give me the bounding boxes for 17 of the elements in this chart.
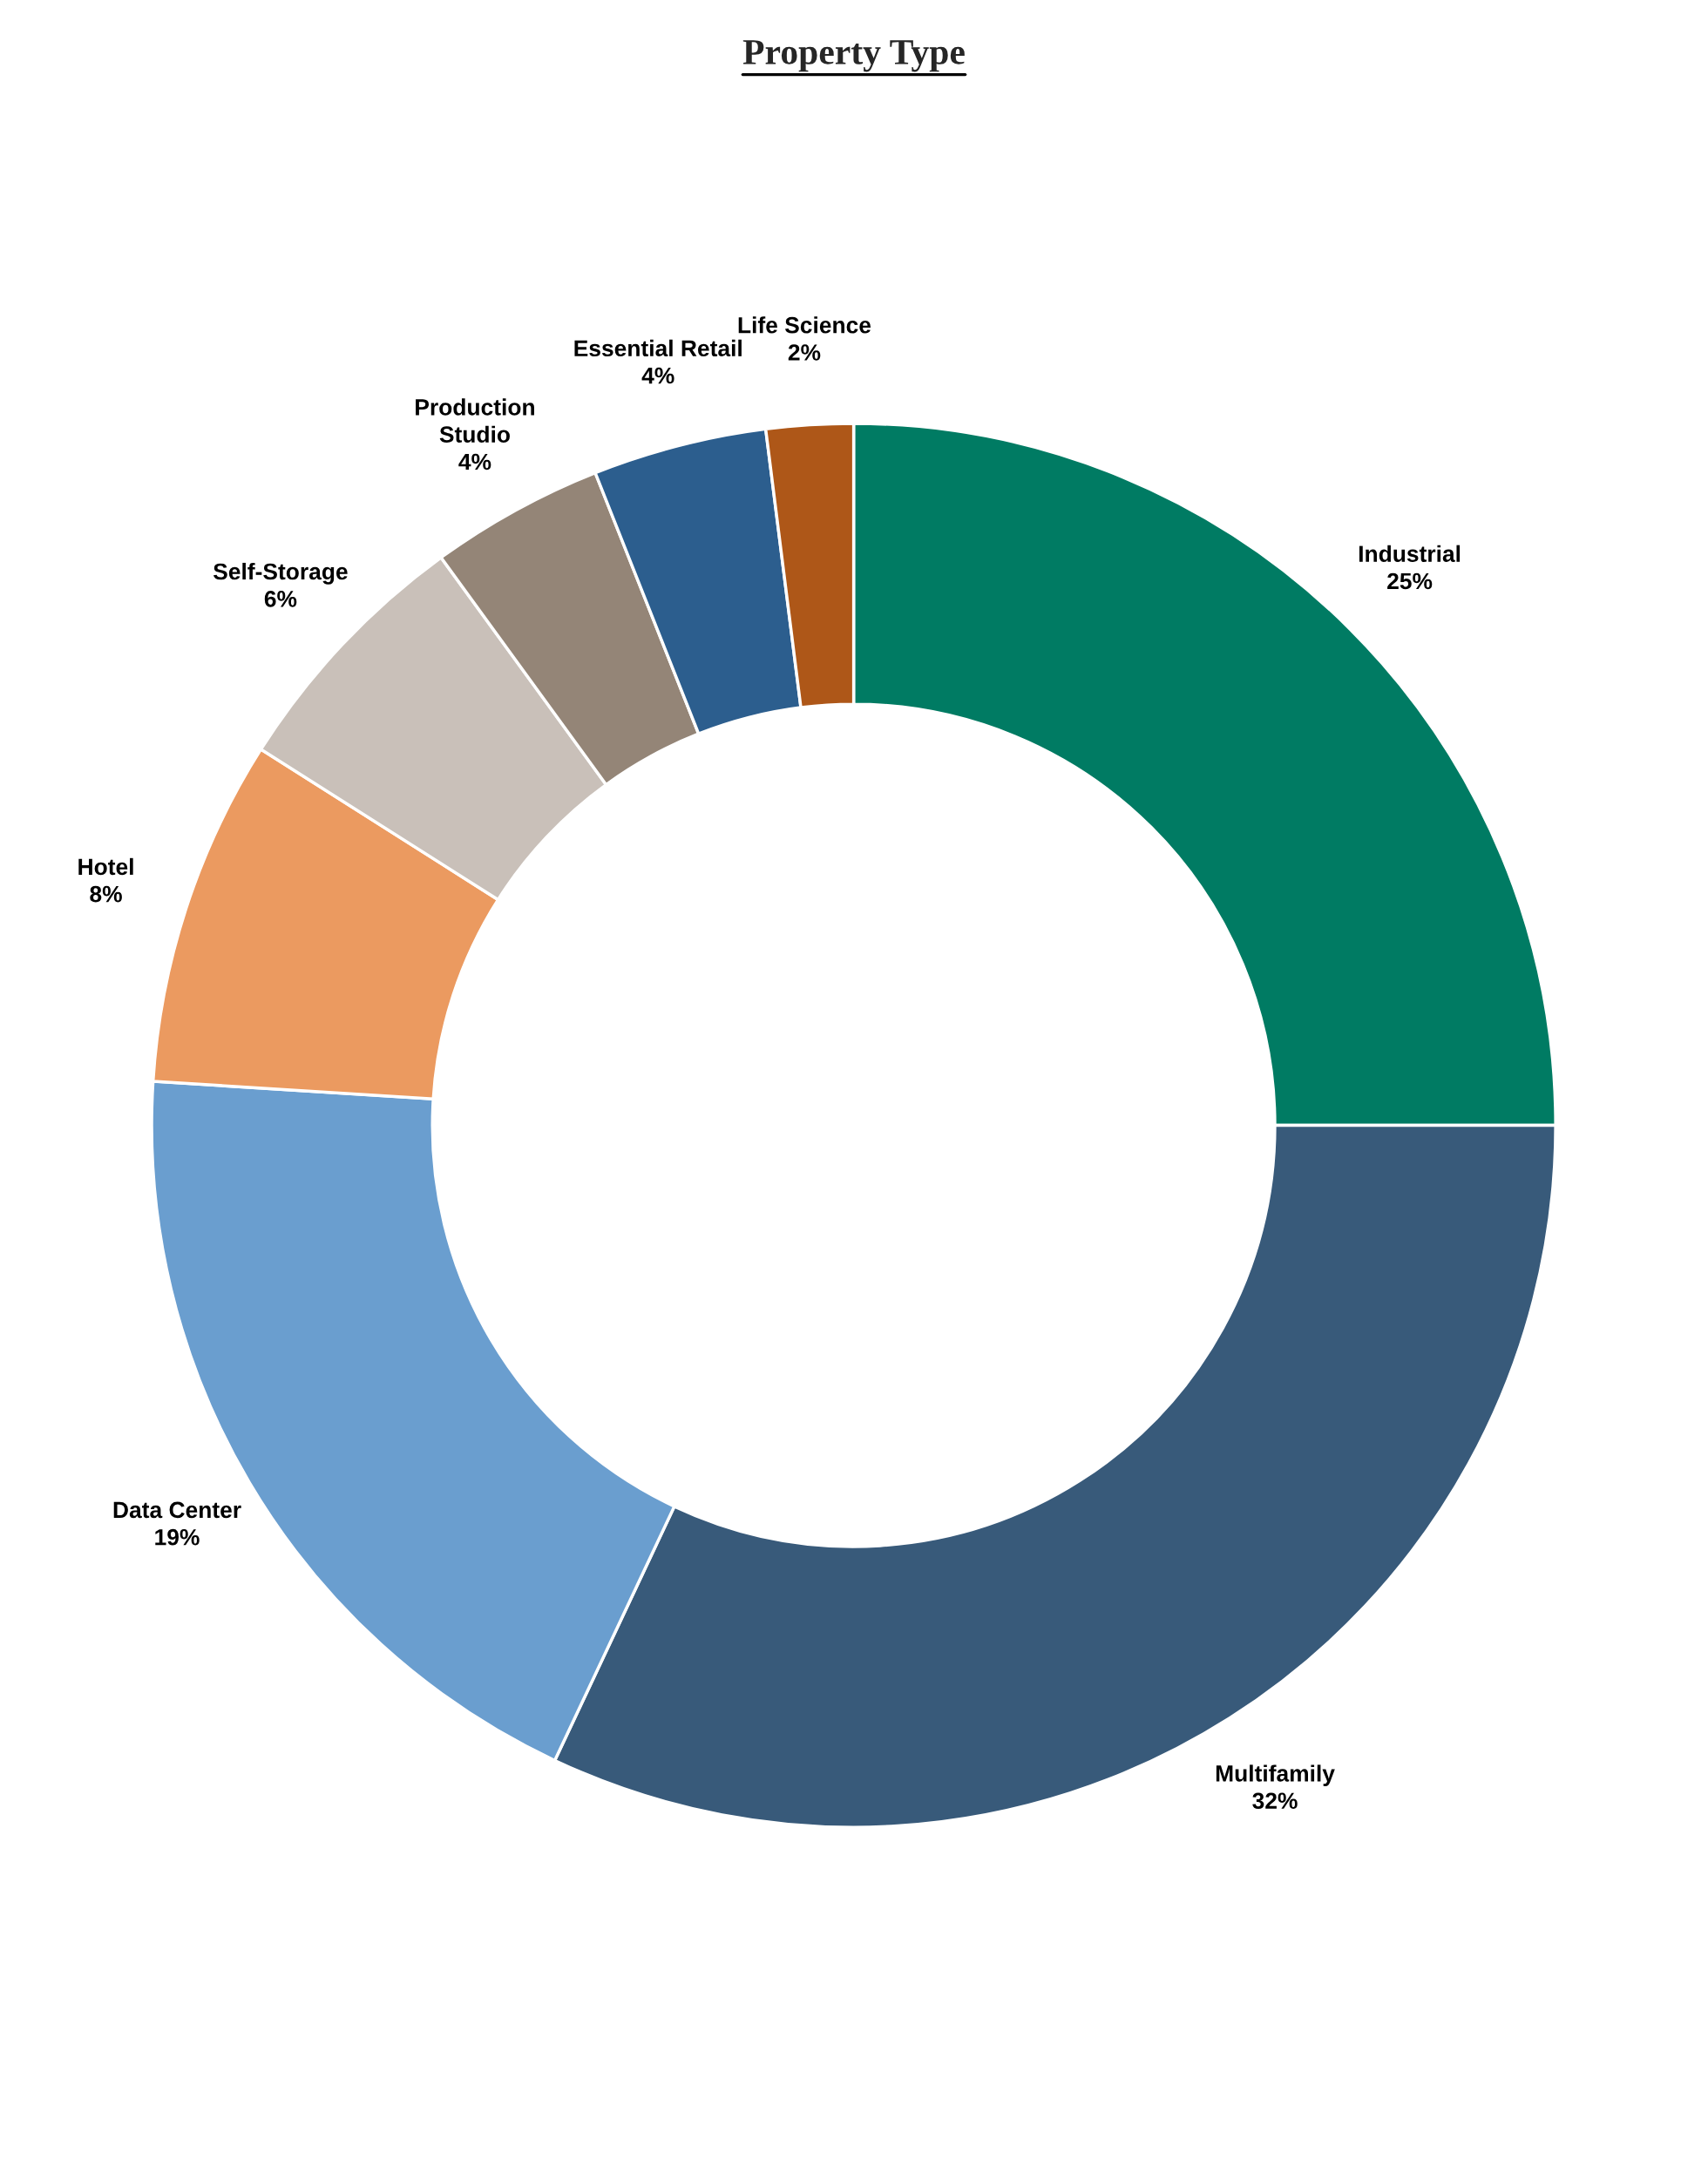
slice-label: Data Center: [113, 1501, 241, 1519]
data-label: 19%: [155, 1528, 200, 1546]
data-label: 4%: [641, 367, 674, 384]
slice-label: Hotel: [78, 857, 133, 876]
data-label: 8%: [90, 885, 122, 903]
data-label: 32%: [1252, 1792, 1298, 1810]
data-label: 2%: [788, 344, 821, 361]
slice-label: Self-Storage: [213, 562, 348, 585]
chart-title: Property Type: [742, 40, 965, 72]
slice-label: Multifamily: [1216, 1764, 1335, 1786]
data-label: 4%: [458, 453, 491, 471]
slice-label: Production Studio: [416, 398, 534, 444]
data-label: 25%: [1387, 572, 1433, 590]
slice-label: Essential Retail: [574, 339, 742, 357]
slice-label: Life Science: [738, 316, 871, 334]
slice-label: Industrial: [1359, 545, 1461, 563]
data-label: 6%: [264, 591, 297, 607]
